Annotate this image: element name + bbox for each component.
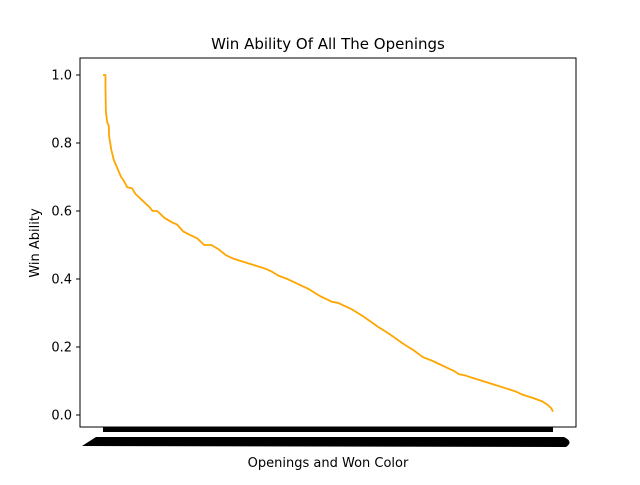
y-axis: 0.0 0.2 0.4 0.6 0.8 1.0 (51, 69, 80, 424)
x-tick-marks-band (103, 427, 553, 432)
x-tick-labels-band (82, 437, 570, 447)
y-tick-label: 0.8 (51, 137, 72, 152)
y-tick-label: 0.2 (51, 341, 72, 356)
chart-title: Win Ability Of All The Openings (211, 35, 445, 53)
series-line-win-ability (103, 74, 554, 413)
y-tick-label: 0.4 (51, 273, 72, 288)
x-axis-label: Openings and Won Color (248, 456, 409, 471)
plot-area (103, 74, 554, 413)
y-tick-label: 1.0 (51, 69, 72, 84)
x-axis (82, 427, 570, 447)
y-tick-label: 0.6 (51, 205, 72, 220)
y-tick-label: 0.0 (51, 409, 72, 424)
y-axis-label: Win Ability (28, 208, 43, 278)
